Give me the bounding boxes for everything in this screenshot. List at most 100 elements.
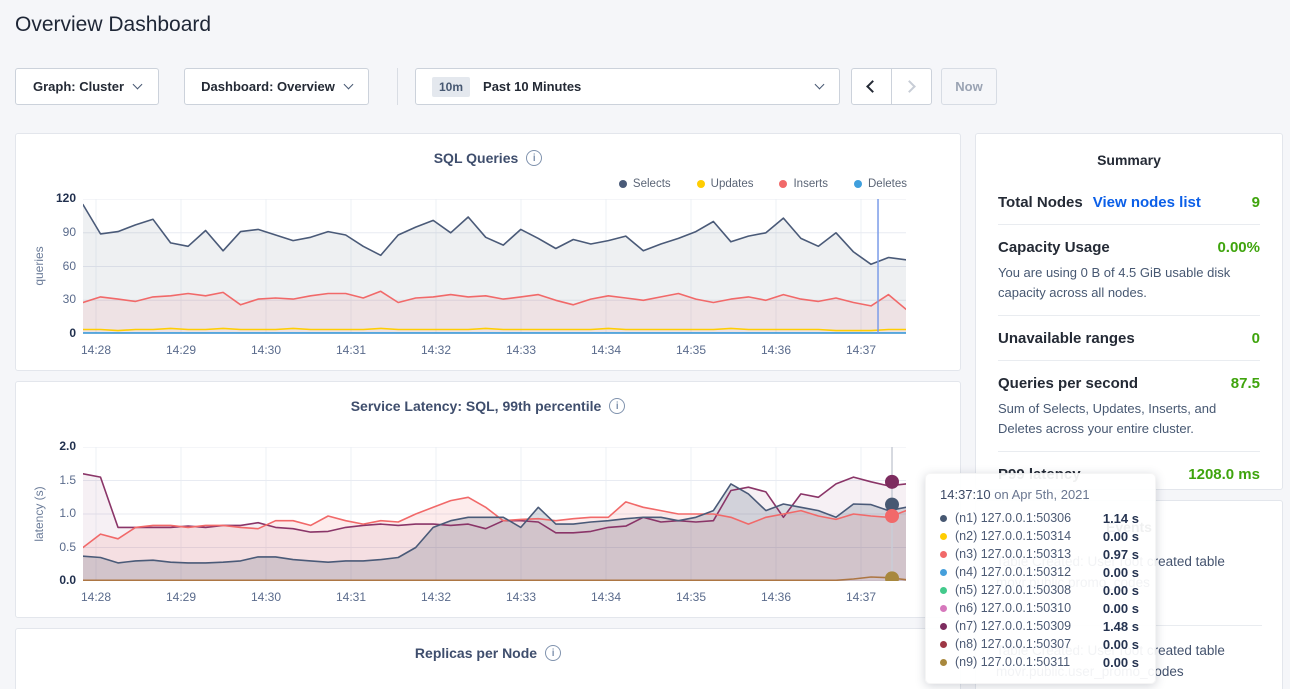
- tooltip-node-dot: [940, 640, 947, 648]
- capacity-usage-label: Capacity Usage: [998, 239, 1110, 256]
- now-button[interactable]: Now: [941, 68, 997, 105]
- tooltip-row: (n6) 127.0.0.1:50310 0.00 s: [940, 599, 1139, 617]
- chart-tooltip: 14:37:10 on Apr 5th, 2021 (n1) 127.0.0.1…: [925, 473, 1156, 684]
- y-axis-tick: 30: [62, 292, 76, 307]
- prev-timeframe-button[interactable]: [852, 69, 892, 104]
- tooltip-node-label: (n9) 127.0.0.1:50311: [955, 655, 1071, 669]
- tooltip-node-dot: [940, 568, 947, 576]
- x-axis-tick: 14:29: [165, 590, 197, 604]
- legend-dot: [779, 180, 788, 188]
- tooltip-node-value: 0.00 s: [1102, 564, 1139, 580]
- hover-point-dot: [885, 509, 900, 524]
- y-axis-tick: 60: [62, 258, 76, 273]
- tooltip-node-label: (n4) 127.0.0.1:50312: [955, 565, 1072, 579]
- tooltip-timestamp: 14:37:10 on Apr 5th, 2021: [940, 487, 1139, 502]
- chart-title: Service Latency: SQL, 99th percentile: [350, 398, 602, 414]
- x-axis-tick: 14:34: [590, 590, 622, 604]
- x-axis-tick: 14:36: [760, 590, 792, 604]
- y-axis-tick: 90: [62, 224, 76, 239]
- time-range-badge: 10m: [432, 76, 471, 97]
- x-axis-tick: 14:31: [335, 590, 367, 604]
- x-axis-tick: 14:34: [590, 343, 622, 357]
- legend-dot: [618, 180, 627, 188]
- tooltip-row: (n7) 127.0.0.1:50309 1.48 s: [940, 617, 1139, 635]
- service-latency-chart[interactable]: [83, 447, 906, 581]
- tooltip-node-label: (n1) 127.0.0.1:50306: [955, 511, 1072, 525]
- hover-point-dot: [885, 571, 900, 581]
- tooltip-node-value: 0.00 s: [1102, 654, 1139, 670]
- y-axis-tick: 120: [55, 191, 76, 205]
- chevron-down-icon: [814, 79, 825, 90]
- x-axis-tick: 14:30: [250, 590, 282, 604]
- time-range-label: Past 10 Minutes: [483, 79, 582, 94]
- tooltip-row: (n9) 127.0.0.1:50311 0.00 s: [940, 653, 1139, 671]
- tooltip-time: 14:37:10: [940, 487, 991, 502]
- x-axis-tick: 14:29: [165, 343, 197, 357]
- unavailable-ranges-label: Unavailable ranges: [998, 330, 1135, 347]
- x-axis-tick: 14:32: [420, 590, 452, 604]
- x-axis-tick: 14:37: [845, 590, 877, 604]
- tooltip-row: (n3) 127.0.0.1:50313 0.97 s: [940, 545, 1139, 563]
- tooltip-node-dot: [940, 622, 947, 630]
- legend-item-updates[interactable]: Updates: [696, 178, 754, 190]
- sql-queries-chart[interactable]: [83, 199, 906, 334]
- x-axis-tick: 14:36: [760, 343, 792, 357]
- dashboard-dropdown[interactable]: Dashboard: Overview: [184, 68, 369, 105]
- y-axis-tick: 0.0: [59, 573, 76, 587]
- legend-item-selects[interactable]: Selects: [618, 178, 671, 190]
- queries-per-second-label: Queries per second: [998, 375, 1139, 392]
- legend-label: Updates: [710, 178, 754, 190]
- tooltip-row: (n4) 127.0.0.1:50312 0.00 s: [940, 563, 1139, 581]
- chart-title: Replicas per Node: [414, 645, 538, 661]
- chevron-down-icon: [343, 79, 354, 90]
- tooltip-node-label: (n5) 127.0.0.1:50308: [955, 583, 1072, 597]
- tooltip-node-dot: [940, 586, 947, 594]
- graph-dropdown-label: Graph: Cluster: [32, 79, 124, 94]
- tooltip-row: (n2) 127.0.0.1:50314 0.00 s: [940, 527, 1139, 545]
- legend-item-deletes[interactable]: Deletes: [854, 178, 907, 190]
- p99-latency-value: 1208.0 ms: [1188, 466, 1260, 483]
- next-timeframe-button[interactable]: [892, 69, 932, 104]
- tooltip-node-dot: [940, 514, 947, 522]
- x-axis-tick: 14:31: [335, 343, 367, 357]
- legend-dot: [854, 180, 862, 188]
- time-range-dropdown[interactable]: 10m Past 10 Minutes: [415, 68, 840, 105]
- chevron-down-icon: [132, 79, 143, 90]
- tooltip-node-label: (n3) 127.0.0.1:50313: [955, 547, 1072, 561]
- tooltip-node-value: 0.00 s: [1102, 528, 1139, 544]
- tooltip-row: (n5) 127.0.0.1:50308 0.00 s: [940, 581, 1139, 599]
- tooltip-node-value: 0.00 s: [1102, 636, 1139, 652]
- info-icon[interactable]: i: [545, 645, 562, 661]
- y-axis-tick: 0.5: [59, 539, 76, 554]
- x-axis-tick: 14:33: [505, 343, 537, 357]
- chevron-right-icon: [903, 80, 917, 93]
- view-nodes-link[interactable]: View nodes list: [1092, 194, 1201, 211]
- toolbar-divider: [397, 68, 398, 105]
- tooltip-node-value: 0.00 s: [1102, 600, 1139, 616]
- legend-dot: [696, 180, 705, 188]
- service-latency-panel: Service Latency: SQL, 99th percentile i …: [15, 381, 961, 618]
- info-icon[interactable]: i: [526, 150, 543, 166]
- summary-title: Summary: [1097, 152, 1161, 168]
- y-axis-tick: 1.0: [59, 506, 76, 520]
- x-axis-tick: 14:35: [675, 343, 707, 357]
- tooltip-node-label: (n2) 127.0.0.1:50314: [955, 529, 1072, 543]
- tooltip-date-suffix: on Apr 5th, 2021: [994, 487, 1090, 502]
- legend-label: Selects: [632, 178, 671, 190]
- total-nodes-value: 9: [1251, 194, 1260, 211]
- queries-per-second-value: 87.5: [1230, 375, 1260, 392]
- legend-label: Inserts: [793, 178, 828, 190]
- tooltip-node-dot: [940, 658, 947, 666]
- tooltip-node-value: 0.00 s: [1102, 582, 1139, 598]
- summary-card: Summary Total Nodes View nodes list 9 Ca…: [975, 133, 1283, 490]
- graph-dropdown[interactable]: Graph: Cluster: [15, 68, 159, 105]
- legend-item-inserts[interactable]: Inserts: [779, 178, 828, 190]
- hover-point-dot: [885, 497, 900, 512]
- sql-queries-panel: SQL Queries i Selects Updates Inserts Delet…: [15, 133, 961, 371]
- tooltip-node-value: 0.97 s: [1102, 546, 1139, 562]
- page-title: Overview Dashboard: [15, 13, 212, 36]
- info-icon[interactable]: i: [609, 398, 626, 414]
- hover-point-dot: [885, 474, 900, 489]
- x-axis-tick: 14:28: [80, 590, 112, 604]
- x-axis-tick: 14:30: [250, 343, 282, 357]
